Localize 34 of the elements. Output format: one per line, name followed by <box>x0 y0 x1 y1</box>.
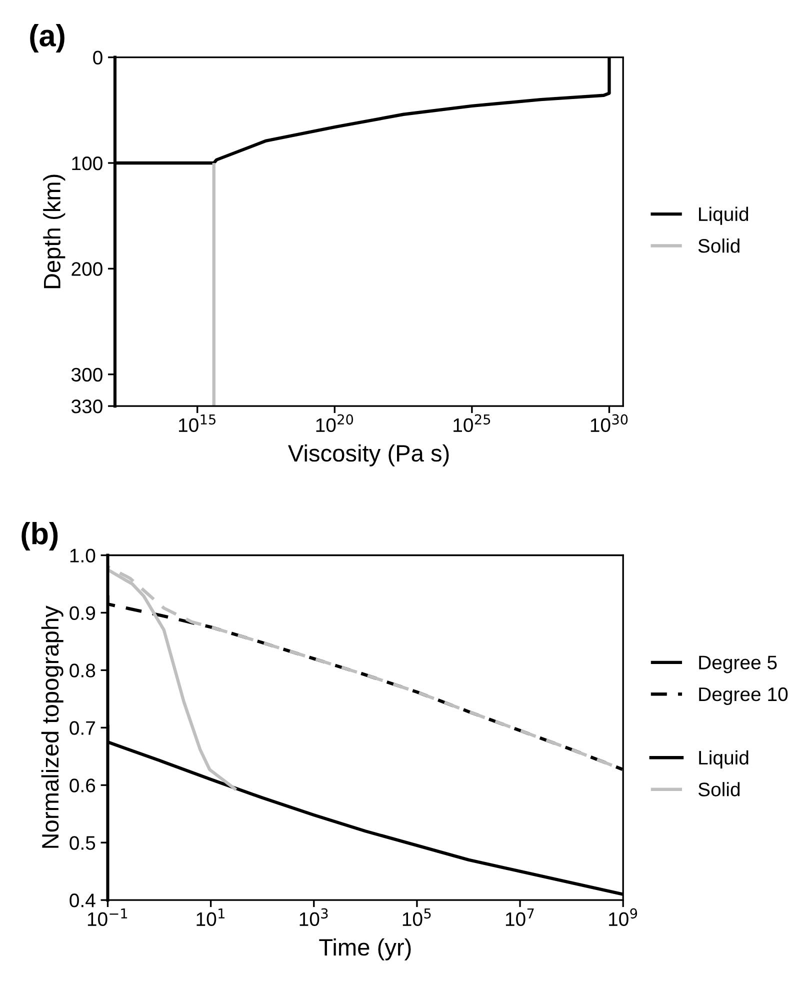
x-tick-label: 10$^{9}$ <box>609 908 638 926</box>
y-tick-label: 1.0 <box>70 548 96 562</box>
y-tick-label: 0.5 <box>70 836 96 850</box>
y-tick-label: 200 <box>72 262 102 276</box>
y-tick-label: 0.9 <box>70 606 96 620</box>
legend-label: Liquid <box>699 206 748 225</box>
x-tick-label: 10$^{5}$ <box>402 908 431 926</box>
y-tick-label: 0 <box>93 50 102 65</box>
y-axis-title: Depth (km) <box>43 174 66 288</box>
y-axis-title: Normalized topography <box>41 606 64 848</box>
x-tick-label: 10$^{25}$ <box>454 414 490 432</box>
x-tick-label: 10$^{1}$ <box>196 908 224 926</box>
x-tick-label: 10$^{−1}$ <box>88 908 128 926</box>
y-tick-label: 100 <box>72 156 102 170</box>
y-tick-label: 300 <box>71 368 102 382</box>
legend-label: Degree 10 <box>699 687 788 705</box>
chart-title: (b) <box>22 522 58 550</box>
y-tick-label: 0.8 <box>70 664 96 678</box>
legend-label: Solid <box>698 782 740 796</box>
y-tick-label: 0.7 <box>70 721 95 735</box>
x-axis-title: Time (yr) <box>319 938 411 960</box>
legend-label: Degree 5 <box>699 656 777 674</box>
text: Liquid <box>699 750 748 768</box>
x-axis-title: Viscosity (Pa s) <box>288 444 449 466</box>
x-tick-label: 10$^{7}$ <box>506 908 534 926</box>
x-tick-label: 10$^{30}$ <box>590 414 628 432</box>
y-tick-label: 0.6 <box>70 778 96 792</box>
legend-label: Solid <box>698 238 740 253</box>
y-tick-label: 330 <box>71 400 102 414</box>
x-tick-label: 10$^{20}$ <box>316 414 354 432</box>
chart-title: (a) <box>30 24 64 53</box>
x-tick-label: 10$^{3}$ <box>300 908 328 926</box>
y-tick-label: 0.4 <box>70 894 96 908</box>
x-tick-label: 10$^{15}$ <box>178 414 216 432</box>
